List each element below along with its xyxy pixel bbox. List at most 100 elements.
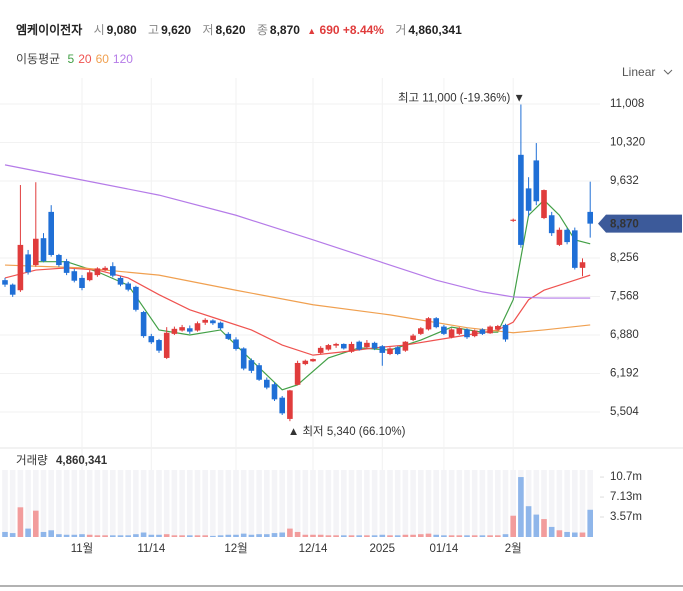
volume-bar — [202, 535, 208, 537]
volume-bar — [448, 535, 455, 537]
candle-body — [310, 359, 316, 362]
volume-bar — [325, 535, 332, 537]
candle-body — [448, 329, 455, 338]
candle-body — [71, 271, 78, 281]
volume-bar — [94, 535, 101, 537]
low-annotation: ▲ 최저 5,340 (66.10%) — [288, 425, 406, 438]
y-tick-label: 10,320 — [610, 137, 645, 149]
volume-bar — [479, 535, 486, 537]
candle-body — [202, 319, 208, 323]
volume-bar — [541, 519, 547, 537]
volume-slot — [341, 470, 347, 537]
volume-bar — [495, 535, 501, 537]
volume-bar — [441, 535, 447, 537]
candle-body — [210, 320, 216, 324]
price-tag — [598, 214, 682, 233]
volume-bar — [572, 532, 578, 537]
volume-bar — [302, 534, 309, 537]
candle-body — [2, 280, 8, 285]
candle-body — [163, 332, 170, 358]
candle-body — [256, 365, 262, 380]
candle-body — [302, 360, 309, 365]
volume-slot — [402, 470, 409, 537]
volume-bar — [348, 535, 355, 537]
volume-bar — [63, 534, 70, 537]
volume-slot — [71, 470, 78, 537]
volume-bar — [333, 535, 339, 537]
volume-slot — [333, 470, 339, 537]
x-tick-label: 2월 — [505, 542, 522, 555]
price-tag-label: 8,870 — [610, 219, 639, 231]
volume-slot — [556, 470, 563, 537]
volume-bar — [125, 535, 131, 537]
ma-line — [4, 267, 591, 356]
y-tick-label: 6,192 — [610, 368, 639, 380]
scale-selector[interactable]: Linear — [622, 65, 673, 79]
volume-slot — [140, 470, 147, 537]
candle-body — [264, 379, 270, 388]
volume-slot — [502, 470, 509, 537]
volume-bar — [279, 532, 285, 537]
volume-slot — [394, 470, 401, 537]
x-tick-label: 2025 — [370, 543, 396, 555]
x-tick-label: 12월 — [224, 542, 247, 555]
candle-body — [341, 343, 347, 349]
candle-body — [79, 277, 85, 288]
candle-body — [387, 348, 393, 355]
volume-slot — [133, 470, 139, 537]
volume-title-value: 4,860,341 — [56, 455, 108, 467]
volume-bar — [502, 534, 509, 537]
candle-body — [48, 211, 54, 255]
volume-bar — [394, 535, 401, 537]
volume-bar — [271, 533, 278, 537]
candle-body — [63, 261, 70, 273]
volume-slot — [310, 470, 316, 537]
candle-body — [86, 272, 93, 281]
candle-body — [279, 397, 285, 414]
candle-body — [117, 277, 124, 285]
candle-body — [471, 330, 478, 337]
volume-slot — [225, 470, 232, 537]
candle-body — [294, 362, 301, 385]
candle-body — [325, 345, 332, 350]
candle-body — [402, 341, 409, 351]
volume-slot — [63, 470, 70, 537]
volume-slot — [471, 470, 478, 537]
volume-slot — [302, 470, 309, 537]
volume-bar — [225, 534, 232, 537]
candle-body — [133, 286, 139, 310]
volume-bar — [387, 535, 393, 537]
volume-bar — [25, 528, 31, 537]
candle-body — [94, 268, 101, 276]
change: 690 — [319, 23, 340, 37]
y-tick-label: 3.57m — [610, 511, 642, 523]
volume-slot — [510, 470, 516, 537]
volume-bar — [410, 534, 416, 537]
candle-body — [533, 160, 540, 202]
volume-slot — [17, 470, 24, 537]
volume-bar — [533, 514, 540, 537]
volume-bar — [163, 534, 170, 537]
volume-slot — [548, 470, 555, 537]
volume-slot — [479, 470, 486, 537]
scale-selector-text[interactable]: Linear — [622, 65, 656, 79]
volume-slot — [102, 470, 108, 537]
volume-bar — [148, 534, 155, 537]
candle-body — [348, 343, 355, 352]
candle-body — [156, 340, 162, 351]
candle-body — [410, 335, 416, 341]
candle-body — [56, 254, 62, 266]
candle-body — [510, 219, 516, 221]
y-tick-label: 10.7m — [610, 471, 642, 483]
candle-body — [287, 390, 293, 419]
volume-bar — [379, 534, 386, 537]
candle-body — [9, 284, 16, 295]
volume-slot — [233, 470, 239, 537]
x-tick-label: 11/14 — [137, 543, 166, 555]
volume-slot — [572, 470, 578, 537]
volume-slot — [156, 470, 162, 537]
volume-bar — [264, 534, 270, 537]
volume-bar — [179, 535, 185, 537]
volume-slot — [456, 470, 463, 537]
volume-bar — [464, 535, 470, 537]
